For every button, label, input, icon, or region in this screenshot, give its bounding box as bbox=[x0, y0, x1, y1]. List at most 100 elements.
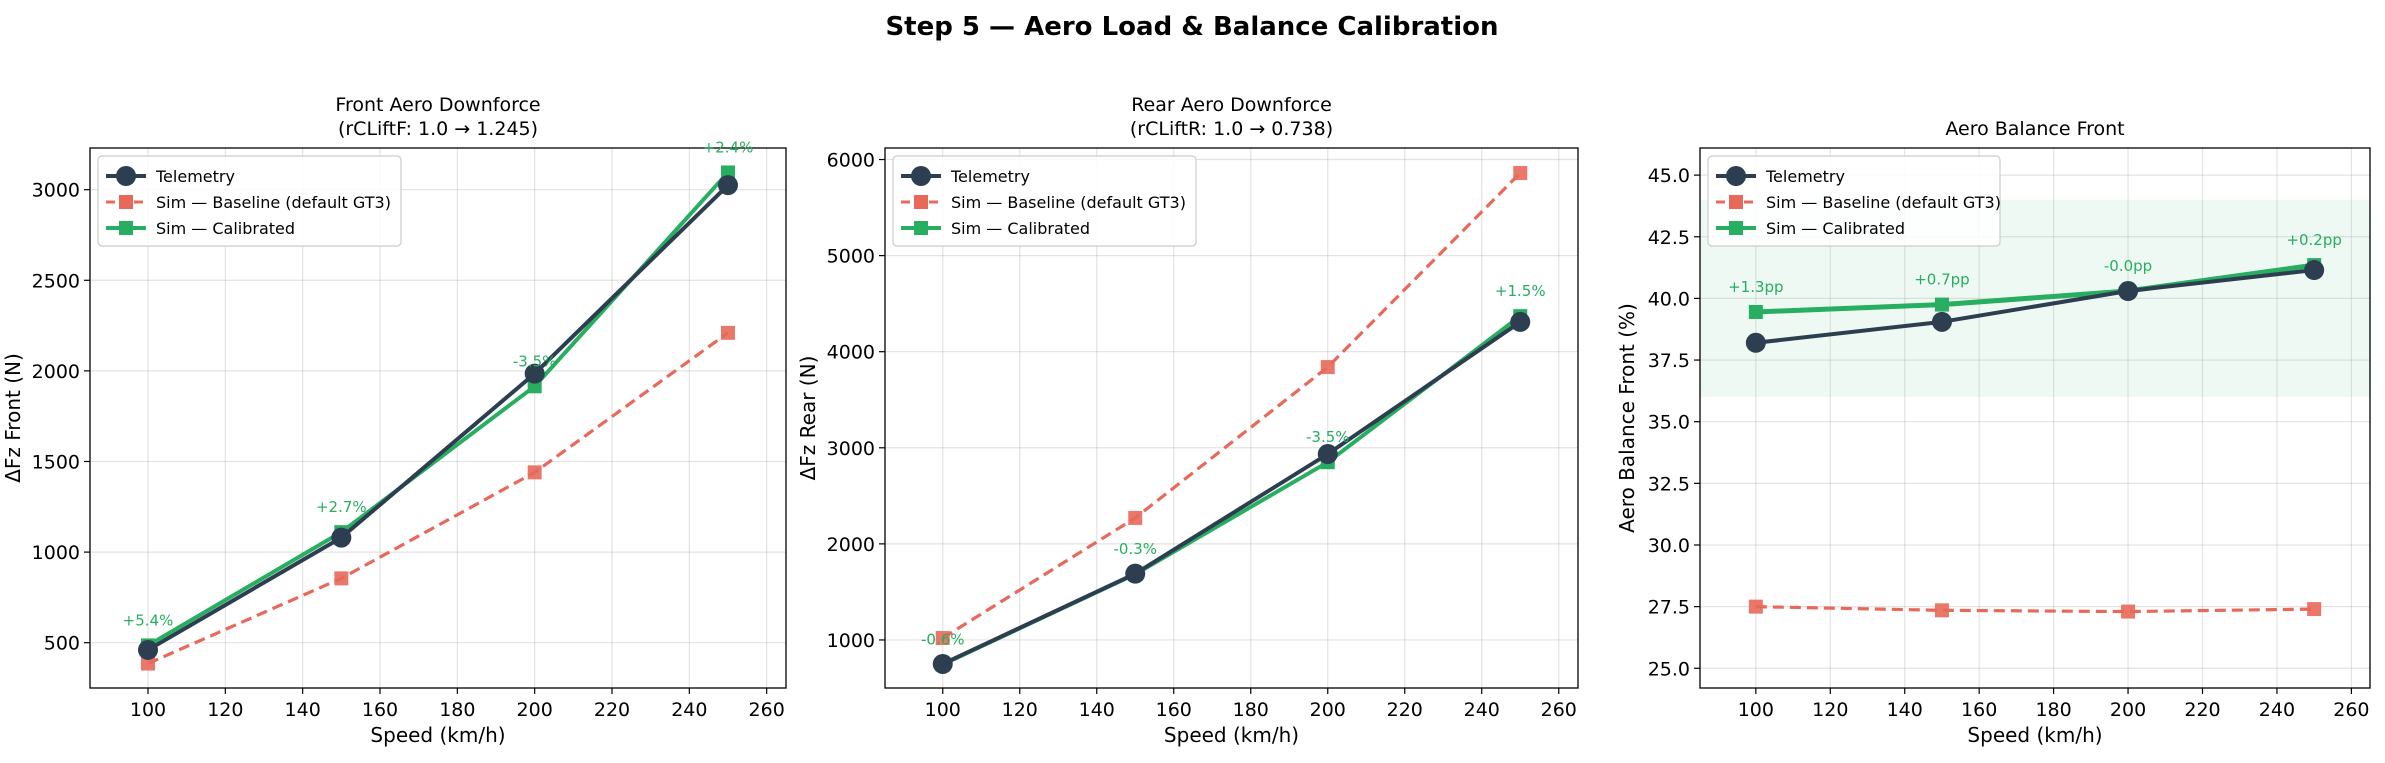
x-tick-label: 260 bbox=[749, 699, 785, 721]
x-tick-label: 180 bbox=[439, 699, 475, 721]
chart-title: Front Aero Downforce bbox=[335, 94, 540, 116]
legend: Telemetry Sim — Baseline (default GT3) Sim… bbox=[97, 155, 402, 247]
y-tick-label: 42.5 bbox=[1648, 227, 1690, 249]
x-axis-label: Speed (km/h) bbox=[370, 723, 505, 747]
delta-annotation: +1.3pp bbox=[1728, 278, 1783, 296]
x-tick-label: 100 bbox=[1738, 699, 1774, 721]
data-point-telemetry bbox=[138, 639, 158, 660]
y-tick-label: 2500 bbox=[32, 270, 80, 292]
chart-title: Rear Aero Downforce bbox=[1131, 94, 1332, 116]
y-tick-label: 3000 bbox=[32, 180, 80, 202]
data-point-telemetry bbox=[524, 363, 545, 384]
y-axis-label: ΔFz Rear (N) bbox=[796, 356, 820, 481]
legend-label-calibrated: Sim — Calibrated bbox=[156, 219, 295, 238]
y-tick-label: 2000 bbox=[32, 361, 80, 383]
delta-annotation: -3.5% bbox=[1306, 428, 1350, 446]
x-tick-label: 120 bbox=[207, 699, 243, 721]
x-tick-label: 140 bbox=[285, 699, 321, 721]
series-line-calibrated bbox=[941, 314, 1522, 667]
y-axis-label: Aero Balance Front (%) bbox=[1615, 303, 1639, 533]
y-tick-label: 4000 bbox=[827, 342, 875, 364]
series-baseline bbox=[1748, 599, 2322, 619]
y-tick-label: 1500 bbox=[32, 451, 80, 473]
series-line-baseline bbox=[941, 171, 1522, 640]
plot-frame bbox=[1699, 147, 2371, 689]
x-tick-label: 140 bbox=[1887, 699, 1923, 721]
x-tick-label: 120 bbox=[1812, 699, 1848, 721]
y-tick-label: 32.5 bbox=[1648, 473, 1690, 495]
x-tick-label: 160 bbox=[1156, 699, 1192, 721]
y-axis-label: ΔFz Front (N) bbox=[1, 353, 25, 483]
x-tick-label: 220 bbox=[594, 699, 630, 721]
data-point-telemetry bbox=[1317, 444, 1338, 465]
delta-annotation: +0.2pp bbox=[2286, 231, 2341, 249]
x-tick-label: 200 bbox=[517, 699, 553, 721]
data-point-telemetry bbox=[1745, 332, 1766, 353]
y-tick-label: 3000 bbox=[827, 438, 875, 460]
series-calibrated bbox=[935, 309, 1528, 672]
y-tick-label: 25.0 bbox=[1648, 658, 1690, 680]
x-tick-label: 260 bbox=[1541, 699, 1577, 721]
x-tick-label: 220 bbox=[1387, 699, 1423, 721]
data-point-baseline bbox=[141, 656, 155, 671]
series-line-telemetry bbox=[146, 183, 730, 652]
data-point-telemetry bbox=[932, 653, 953, 674]
legend-label-telemetry: Telemetry bbox=[1765, 167, 1845, 186]
data-point-telemetry bbox=[2304, 260, 2325, 281]
y-tick-label: 1000 bbox=[32, 542, 80, 564]
data-point-telemetry bbox=[2118, 281, 2139, 302]
x-tick-label: 120 bbox=[1002, 699, 1038, 721]
data-point-telemetry bbox=[1125, 563, 1146, 584]
y-tick-label: 500 bbox=[44, 633, 80, 655]
x-tick-label: 240 bbox=[1464, 699, 1500, 721]
plot-frame bbox=[884, 147, 1579, 689]
delta-annotation: -0.0pp bbox=[2104, 257, 2152, 275]
data-point-baseline bbox=[1748, 599, 1763, 614]
x-tick-label: 260 bbox=[2333, 699, 2369, 721]
y-tick-label: 5000 bbox=[827, 246, 875, 268]
y-tick-label: 27.5 bbox=[1648, 597, 1690, 619]
y-tick-label: 30.0 bbox=[1648, 535, 1690, 557]
x-tick-label: 180 bbox=[2035, 699, 2071, 721]
delta-annotation: +2.7% bbox=[316, 498, 367, 516]
series-telemetry bbox=[1745, 260, 2325, 353]
x-tick-label: 100 bbox=[130, 699, 166, 721]
chart-panel-2: 100 120 140 160 180 200 220 240 260 1000 2000 3000 4… bbox=[796, 94, 1579, 747]
x-tick-label: 180 bbox=[1233, 699, 1269, 721]
data-point-baseline bbox=[1513, 165, 1528, 180]
series-line-baseline bbox=[1755, 605, 2315, 614]
legend: Telemetry Sim — Baseline (default GT3) Sim… bbox=[1707, 155, 2001, 247]
legend: Telemetry Sim — Baseline (default GT3) Sim… bbox=[892, 155, 1197, 247]
data-point-baseline bbox=[334, 571, 349, 586]
y-tick-label: 40.0 bbox=[1648, 288, 1690, 310]
x-tick-label: 160 bbox=[362, 699, 398, 721]
series-telemetry bbox=[932, 311, 1531, 674]
data-point-baseline bbox=[2121, 604, 2136, 619]
delta-annotation: -0.6% bbox=[921, 630, 965, 648]
data-point-baseline bbox=[1128, 510, 1143, 525]
delta-annotation: +2.4% bbox=[703, 138, 754, 156]
y-tick-label: 37.5 bbox=[1648, 350, 1690, 372]
y-tick-label: 45.0 bbox=[1648, 165, 1690, 187]
series-baseline bbox=[935, 165, 1528, 646]
x-tick-label: 100 bbox=[925, 699, 961, 721]
data-point-telemetry bbox=[1510, 311, 1531, 332]
legend-label-baseline: Sim — Baseline (default GT3) bbox=[951, 193, 1186, 212]
x-tick-label: 200 bbox=[2110, 699, 2146, 721]
chart-subtitle: (rCLiftF: 1.0 → 1.245) bbox=[338, 118, 538, 140]
legend-label-telemetry: Telemetry bbox=[155, 167, 235, 186]
data-point-baseline bbox=[935, 631, 950, 646]
delta-annotation: +1.5% bbox=[1495, 282, 1546, 300]
data-point-baseline bbox=[721, 325, 735, 340]
legend-label-calibrated: Sim — Calibrated bbox=[951, 219, 1090, 238]
delta-annotation: +5.4% bbox=[123, 611, 174, 629]
legend-label-baseline: Sim — Baseline (default GT3) bbox=[156, 193, 391, 212]
delta-annotation: +0.7pp bbox=[1914, 271, 1969, 289]
y-tick-label: 35.0 bbox=[1648, 412, 1690, 434]
data-point-baseline bbox=[1934, 603, 1949, 618]
chart-panel-3: 100 120 140 160 180 200 220 240 260 25.0 27.5 30.0 3… bbox=[1615, 118, 2371, 747]
series-line-telemetry bbox=[1755, 268, 2315, 345]
grid bbox=[90, 148, 786, 688]
data-point-telemetry bbox=[331, 527, 352, 548]
